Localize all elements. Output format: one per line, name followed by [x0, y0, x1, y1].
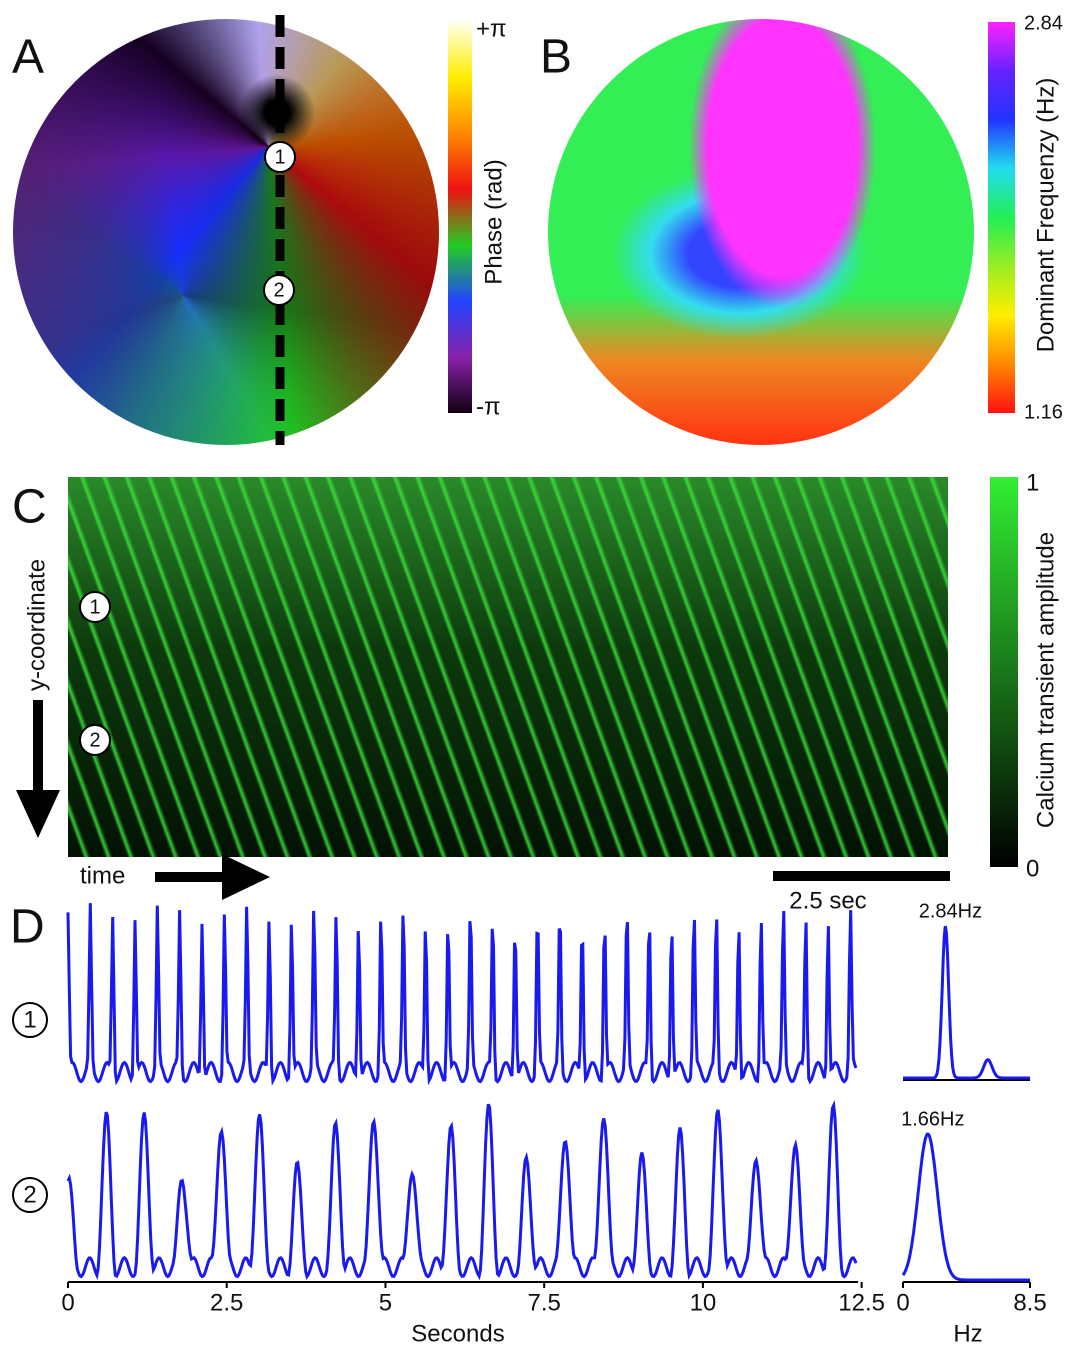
x-tick-label: 0: [896, 1289, 909, 1316]
y-axis-label: y-coordinate: [23, 559, 50, 691]
spectrum: [903, 925, 1030, 1080]
trace: [66, 1099, 858, 1281]
colorbar-min: 0: [1026, 855, 1039, 882]
marker-label: 2: [273, 279, 284, 301]
colorbar-max: +π: [476, 15, 507, 42]
panel-label: C: [12, 481, 47, 534]
panel-label: B: [540, 31, 572, 84]
frequency-map: [548, 19, 974, 445]
x-axis-title: Seconds: [411, 1320, 504, 1347]
colorbar-title: Phase (rad): [480, 159, 507, 284]
x-tick-label: 0: [61, 1289, 74, 1316]
x-tick-label: 12.5: [838, 1289, 885, 1316]
marker: 2: [79, 724, 111, 756]
x-tick-label: 2.5: [210, 1289, 243, 1316]
peak-label: 2.84Hz: [919, 900, 982, 922]
colorbar-title: Dominant Frequenzy (Hz): [1032, 78, 1059, 353]
marker-label: 1: [23, 1006, 36, 1033]
marker: 2: [263, 274, 295, 306]
arrow: [16, 700, 60, 838]
frequency-colorbar: [988, 22, 1015, 413]
x-tick-label: 10: [690, 1289, 717, 1316]
colorbar-min: -π: [476, 393, 501, 420]
amplitude-colorbar: [990, 477, 1018, 867]
x-axis-title: Hz: [953, 1320, 982, 1347]
peak-label: 1.66Hz: [901, 1108, 964, 1130]
arrow: [155, 854, 270, 900]
phase-colorbar: [448, 22, 472, 413]
panel-label: A: [12, 31, 44, 84]
marker: 1: [264, 141, 296, 173]
marker-label: 2: [89, 729, 100, 751]
marker: [12, 1002, 48, 1038]
panel-label: D: [10, 901, 45, 954]
colorbar-max: 2.84: [1024, 12, 1063, 34]
colorbar-min: 1.16: [1024, 401, 1063, 423]
x-tick-label: 8.5: [1013, 1289, 1046, 1316]
x-tick-label: 5: [379, 1289, 392, 1316]
colorbar-title: Calcium transient amplitude: [1032, 532, 1059, 828]
phase-map-overlay: [13, 19, 439, 445]
kymograph: [68, 477, 948, 857]
spectrum: [901, 1132, 1030, 1282]
colorbar-max: 1: [1026, 469, 1039, 496]
marker-label: 2: [23, 1181, 36, 1208]
marker: 1: [79, 591, 111, 623]
x-tick-label: 7.5: [528, 1289, 561, 1316]
scale-bar-label: 2.5 sec: [789, 887, 866, 914]
marker-label: 1: [274, 146, 285, 168]
marker-label: 1: [89, 596, 100, 618]
phase-map: [13, 19, 439, 445]
marker: [12, 1177, 48, 1213]
x-axis-label: time: [80, 862, 125, 889]
trace: [66, 903, 858, 1086]
